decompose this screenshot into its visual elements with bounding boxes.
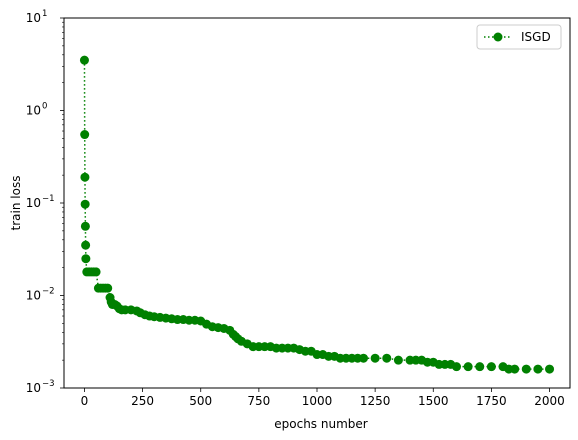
x-tick-label: 1250 [360,394,391,408]
data-point [463,362,473,372]
y-axis-label: train loss [9,176,23,231]
y-tick-exponent: 0 [42,102,47,112]
y-tick-exponent: −3 [42,379,55,389]
data-point [80,221,90,231]
data-point [91,267,101,277]
y-tick-base: 10 [26,104,41,118]
legend-box [476,24,562,50]
data-point [80,172,90,182]
y-tick-label: 10 [26,381,41,395]
x-tick-label: 1750 [476,394,507,408]
y-tick-exponent: −1 [42,194,55,204]
legend-label-isgd: ISGD [521,30,551,44]
axes-frame [63,17,571,389]
x-tick-label: 250 [131,394,154,408]
y-tick-exponent: 1 [42,9,47,19]
y-tick-label: 10 [26,11,41,25]
y-tick-base: 10 [26,196,41,210]
y-tick-label: 10 [26,289,41,303]
data-point [545,364,555,374]
x-tick-label: 1500 [418,394,449,408]
data-point [452,362,462,372]
y-tick-base: 10 [26,11,41,25]
legend: ISGD [476,24,562,50]
x-axis-ticks: 0 250 500 750 1000 1250 1500 1750 2000 [81,388,565,408]
data-point [81,254,91,264]
legend-marker-isgd [493,32,503,42]
plot-area [79,55,555,374]
data-point [521,364,531,374]
data-point [475,362,485,372]
x-tick-label: 500 [189,394,212,408]
x-tick-label: 750 [247,394,270,408]
data-point [79,55,89,65]
data-point [486,362,496,372]
x-tick-label: 0 [81,394,89,408]
data-point [510,364,520,374]
data-point [533,364,543,374]
x-axis-label: epochs number [274,417,368,431]
data-point [382,353,392,363]
y-tick-exponent: −2 [42,287,55,297]
y-tick-base: 10 [26,289,41,303]
y-tick-label: 10 [26,104,41,118]
y-tick-base: 10 [26,381,41,395]
data-point [393,355,403,365]
x-tick-label: 1000 [302,394,333,408]
data-point [359,353,369,363]
data-point [80,199,90,209]
data-point [80,130,90,140]
x-tick-label: 2000 [534,394,565,408]
data-point [370,353,380,363]
y-tick-label: 10 [26,196,41,210]
data-point [103,283,113,293]
data-point [81,240,91,250]
